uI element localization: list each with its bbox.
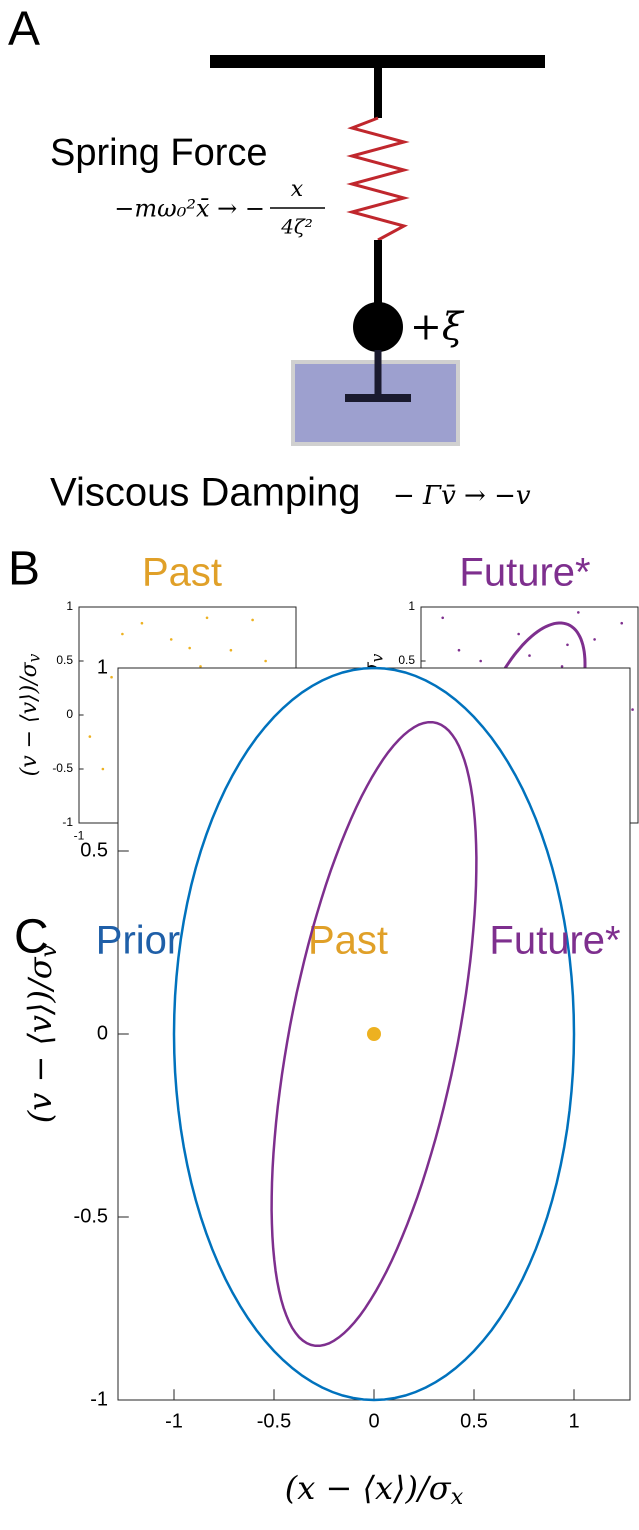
y-axis-label-text: (v − ⟨v⟩)/σ xyxy=(21,956,59,1123)
y-tick-label: -0.5 xyxy=(74,1205,108,1227)
point xyxy=(566,643,569,647)
point xyxy=(140,621,144,625)
point xyxy=(517,632,520,636)
point xyxy=(367,1027,381,1041)
y-tick-label: -0.5 xyxy=(52,761,73,775)
damping-label: Viscous Damping xyxy=(50,471,361,515)
x-tick-label: -1 xyxy=(74,828,85,842)
y-axis-label: (v − ⟨v⟩)/σv xyxy=(21,944,63,1123)
point xyxy=(457,648,461,652)
y-tick-label: 0 xyxy=(97,1022,108,1044)
chart-title: Past xyxy=(142,551,222,595)
fraction-denominator: 4ζ² xyxy=(280,215,313,239)
y-tick-label: 0.5 xyxy=(80,839,108,861)
point xyxy=(560,665,564,668)
panel-label: A xyxy=(8,3,40,56)
point xyxy=(169,638,173,641)
chart-title: Future* xyxy=(459,551,590,595)
point xyxy=(577,611,580,614)
x-tick-label: 1 xyxy=(568,1410,579,1432)
noise-label: +ξ xyxy=(410,305,465,349)
point xyxy=(110,675,113,679)
y-axis-label-sub: v xyxy=(36,944,62,957)
spring xyxy=(346,116,410,242)
point xyxy=(205,616,209,620)
point xyxy=(620,621,624,625)
panel-label: B xyxy=(8,543,40,596)
point xyxy=(101,767,105,771)
spring-label: Spring Force xyxy=(50,132,268,174)
point xyxy=(188,646,191,650)
y-tick-label: -1 xyxy=(62,815,73,829)
y-tick-label: 0.5 xyxy=(56,653,73,667)
fraction-numerator: x xyxy=(291,177,304,202)
ellipse xyxy=(172,666,576,1402)
y-axis-label-sub: v xyxy=(369,653,387,662)
point xyxy=(593,638,596,641)
y-tick-label: 1 xyxy=(66,599,73,613)
point xyxy=(479,659,482,663)
ceiling xyxy=(210,55,545,68)
spring-formula: −mω₀²x̄ → − xyxy=(114,195,265,223)
y-tick-label: -1 xyxy=(90,1388,108,1410)
point xyxy=(631,708,634,711)
point xyxy=(251,618,254,622)
point xyxy=(264,659,267,663)
point xyxy=(88,735,92,738)
point xyxy=(229,648,233,652)
y-axis-label: (v − ⟨v⟩)/σv xyxy=(17,653,44,776)
x-tick-label: -0.5 xyxy=(257,1410,291,1432)
x-axis-label-sub: x xyxy=(451,1484,464,1510)
x-axis-label: (x − ⟨x⟩)/σx xyxy=(285,1469,464,1511)
mass xyxy=(353,302,403,352)
point xyxy=(199,665,202,668)
y-tick-label: 1 xyxy=(408,599,415,613)
y-axis-label-text: (v − ⟨v⟩)/σ xyxy=(17,661,42,776)
x-tick-label: -1 xyxy=(165,1410,183,1432)
legend-title: Past xyxy=(308,919,388,963)
y-tick-label: 0 xyxy=(66,707,73,721)
y-tick-label: 0.5 xyxy=(398,653,415,667)
point xyxy=(441,616,445,620)
panel-label: C xyxy=(14,911,49,964)
y-tick-label: 1 xyxy=(97,656,108,678)
legend-title: Prior xyxy=(96,919,180,963)
ellipse xyxy=(270,720,478,1348)
x-tick-label: 0 xyxy=(368,1410,379,1432)
point xyxy=(528,654,531,657)
legend-title: Future* xyxy=(489,919,620,963)
x-axis-label-text: (x − ⟨x⟩)/σ xyxy=(285,1469,452,1507)
y-axis-label-sub: v xyxy=(26,653,44,662)
point xyxy=(121,632,124,636)
x-tick-label: 0.5 xyxy=(460,1410,488,1432)
damping-formula: − Γv̄ → −v xyxy=(393,481,531,511)
